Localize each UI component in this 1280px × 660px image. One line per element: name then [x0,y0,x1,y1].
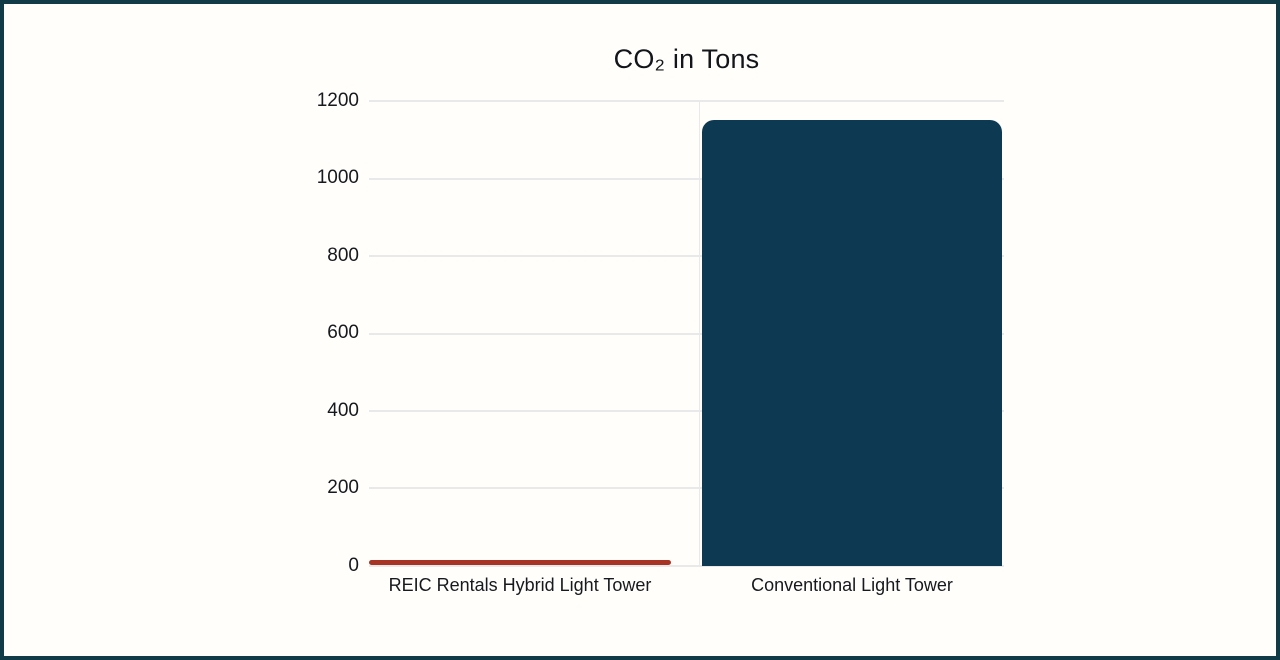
y-tick-label: 600 [327,322,359,343]
gridline-200 [369,487,1004,490]
chart-title: CO₂ in Tons [613,44,760,74]
gridline-800 [369,254,1004,257]
y-tick-label: 200 [327,477,359,498]
bar-reic-rentals-hybrid-light-tower [369,560,671,565]
y-tick-label: 1000 [316,167,359,188]
gridline-0 [369,565,1004,567]
bar-conventional-light-tower [702,120,1002,566]
plot-area [369,100,1004,567]
y-tick-label: 800 [327,245,359,266]
y-tick-label: 400 [327,400,359,421]
y-tick-label: 1200 [316,90,359,111]
gridline-600 [369,332,1004,335]
column-separator-line [699,101,700,566]
x-category-label: REIC Rentals Hybrid Light Tower [388,575,652,595]
x-category-label: Conventional Light Tower [751,575,953,595]
y-tick-label: 0 [348,555,359,576]
gridline-400 [369,410,1004,412]
gridline-1000 [369,177,1004,180]
gridline-1200 [369,100,1004,102]
